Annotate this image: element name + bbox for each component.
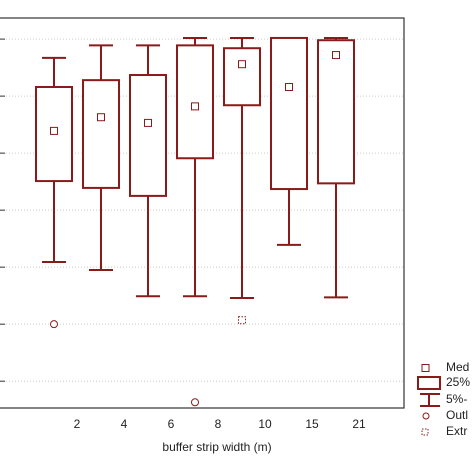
- plot-frame: [0, 17, 405, 409]
- outlier: [191, 398, 199, 407]
- median: [97, 113, 105, 122]
- legend-label: 25%: [446, 375, 470, 389]
- median: [332, 51, 340, 60]
- median: [191, 102, 199, 111]
- box: [223, 47, 261, 107]
- legend-median: [421, 364, 430, 372]
- x-tick-label: 4: [121, 417, 128, 431]
- legend-box: [417, 376, 441, 390]
- legend-label: 5%-: [446, 392, 467, 406]
- legend-label: Outl: [446, 408, 468, 422]
- x-axis-label: buffer strip width (m): [162, 440, 271, 454]
- box: [317, 39, 355, 185]
- extreme: [238, 316, 246, 325]
- x-tick-label: 10: [258, 417, 272, 431]
- legend-label: Extr: [446, 424, 467, 438]
- outlier: [50, 320, 58, 329]
- median: [238, 60, 246, 69]
- x-tick-label: 21: [352, 417, 366, 431]
- median: [50, 126, 58, 135]
- x-tick-label: 2: [74, 417, 81, 431]
- x-tick-label: 8: [215, 417, 222, 431]
- median: [285, 82, 293, 91]
- box: [270, 36, 308, 191]
- legend-extreme: [421, 428, 429, 436]
- x-tick-label: 15: [305, 417, 319, 431]
- box: [176, 44, 214, 160]
- legend-label: Med: [446, 360, 469, 374]
- legend-outlier: [422, 412, 430, 420]
- x-tick-label: 6: [168, 417, 175, 431]
- median: [144, 118, 152, 127]
- box: [82, 79, 120, 189]
- box: [129, 74, 167, 197]
